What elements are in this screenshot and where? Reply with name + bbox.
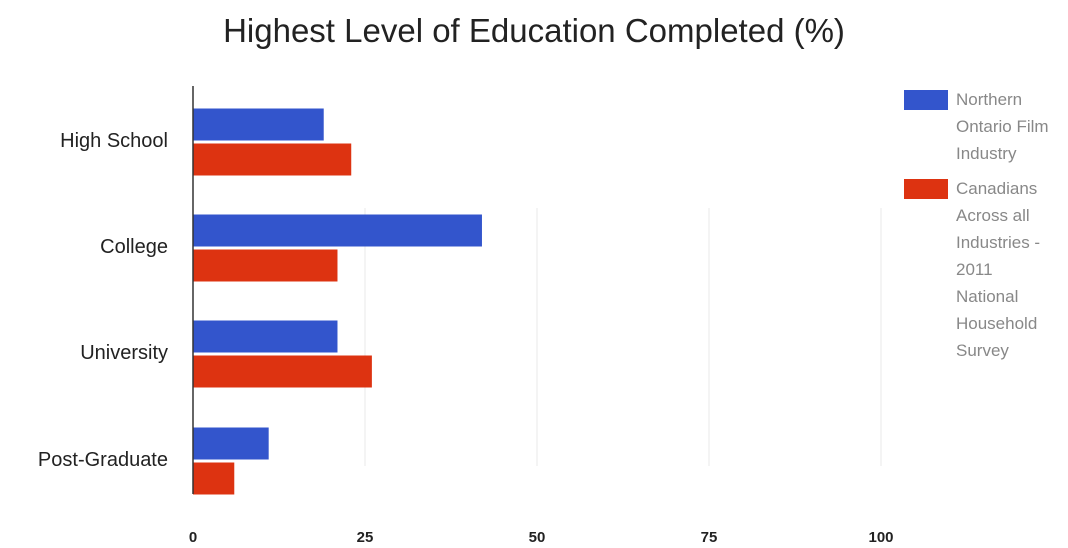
bar-college-series-1[interactable] [193, 214, 482, 247]
x-tick-label-50: 50 [529, 529, 546, 546]
legend-swatch-series-2 [904, 179, 948, 199]
x-tick-label-0: 0 [189, 529, 197, 546]
x-tick-label-100: 100 [868, 529, 893, 546]
x-tick-label-25: 25 [357, 529, 374, 546]
legend-swatch-series-1 [904, 90, 948, 110]
legend: Northern Ontario Film Industry Canadians… [904, 86, 1064, 372]
bar-university-series-2[interactable] [193, 355, 372, 388]
bar-high-school-series-1[interactable] [193, 108, 324, 141]
bar-post-graduate-series-1[interactable] [193, 427, 269, 460]
bar-college-series-2[interactable] [193, 249, 338, 282]
bar-high-school-series-2[interactable] [193, 143, 352, 176]
chart-title: Highest Level of Education Completed (%) [223, 12, 845, 49]
legend-label-series-2: Canadians Across all Industries - 2011 N… [956, 179, 1041, 360]
y-category-label: Post-Graduate [38, 449, 168, 471]
x-tick-label-75: 75 [701, 529, 718, 546]
bar-university-series-1[interactable] [193, 320, 338, 353]
legend-item-series-1[interactable]: Northern Ontario Film Industry [904, 86, 1064, 167]
y-category-label: College [100, 236, 168, 258]
legend-label-series-1: Northern Ontario Film Industry [956, 90, 1049, 163]
y-category-label: University [80, 342, 168, 364]
bar-post-graduate-series-2[interactable] [193, 462, 235, 495]
y-category-label: High School [60, 130, 168, 152]
legend-item-series-2[interactable]: Canadians Across all Industries - 2011 N… [904, 175, 1064, 364]
